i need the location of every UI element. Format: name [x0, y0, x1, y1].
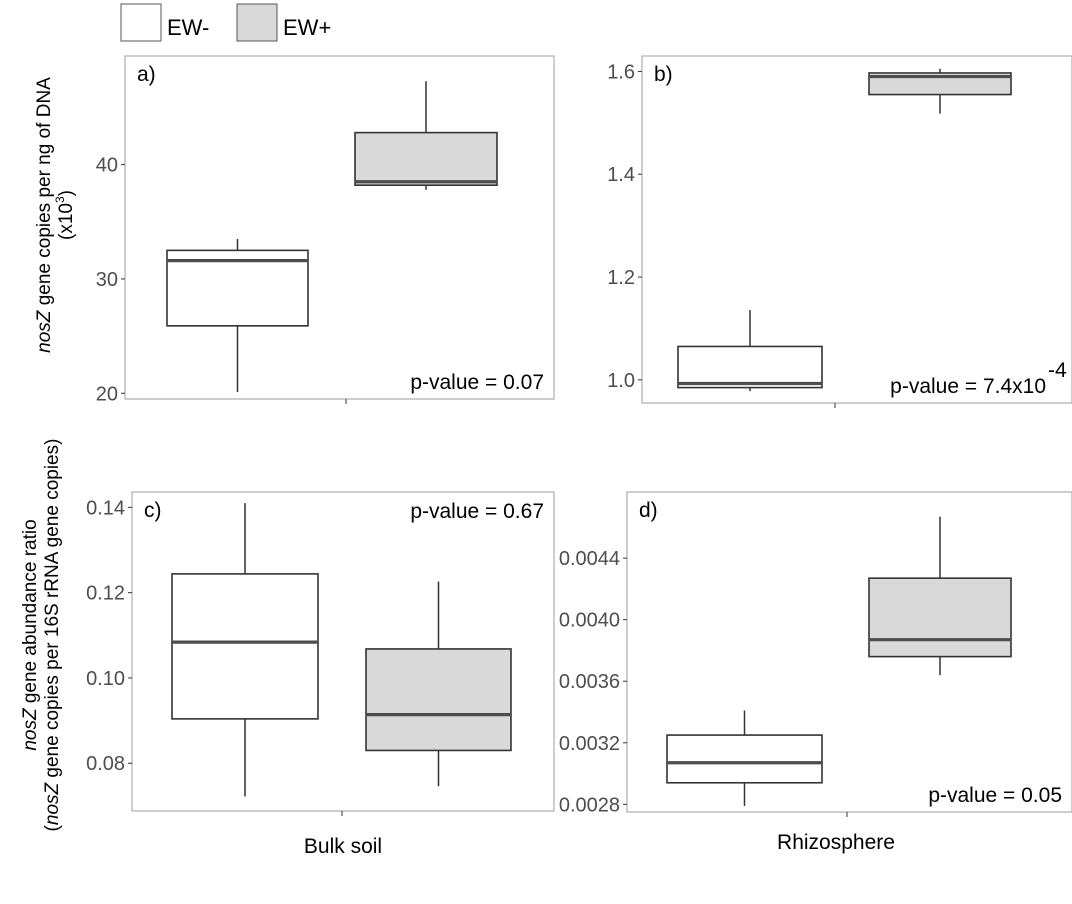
y-title-bottom-rest: gene abundance ratio	[20, 519, 41, 708]
panel-label: c)	[144, 499, 162, 522]
box-body	[354, 131, 498, 186]
y-title-top-italic: nosZ	[34, 309, 55, 353]
y-tick-label: 0.10	[86, 668, 125, 690]
panel-b: 1.0 1.2 1.4 1.6 b) p-value = 7.4x10-4	[607, 55, 1072, 408]
y-tick-label: 20	[96, 383, 118, 405]
y-title-top-suffix: )	[56, 190, 77, 196]
y-tick-label: 1.0	[607, 370, 635, 392]
p-value-label: p-value = 0.67	[410, 500, 544, 523]
box-body	[365, 648, 512, 752]
y-tick-label: 0.0040	[559, 610, 620, 632]
y-title-bottom-rest2: gene copies per 16S rRNA gene copies)	[42, 439, 63, 783]
y-tick-label: 0.14	[86, 497, 125, 519]
y-tick-label: 0.0032	[559, 733, 620, 755]
box-ew-minus	[171, 503, 319, 797]
y-axis-title-top-line2: (x103)	[53, 190, 77, 240]
p-value-label: p-value = 0.07	[410, 371, 544, 394]
panel-a: 20 30 40 a) p-value = 0.07	[96, 55, 555, 405]
y-axis-title-top-line1: nosZ gene copies per ng of DNA	[34, 77, 55, 353]
box-ew-minus	[677, 309, 823, 392]
box-ew-plus	[365, 581, 512, 787]
box-body	[677, 345, 823, 389]
legend-label-ew-minus: EW-	[167, 15, 209, 40]
y-axis-title-bottom: nosZ gene abundance ratio (nosZ gene cop…	[20, 439, 63, 832]
y-tick-label: 0.0036	[559, 671, 620, 693]
p-value-label: p-value = 0.05	[928, 784, 1062, 807]
box-body	[171, 573, 319, 720]
y-title-bottom-open: (	[42, 824, 63, 831]
y-tick-label: 1.4	[607, 164, 635, 186]
box-ew-plus	[868, 68, 1012, 114]
box-body	[868, 577, 1012, 658]
legend-swatch-ew-plus	[236, 3, 278, 42]
y-axis-title-top: nosZ gene copies per ng of DNA (x103)	[34, 77, 77, 353]
panel-label: a)	[137, 63, 156, 86]
y-tick-label: 0.0028	[559, 794, 620, 816]
legend-swatch-ew-minus	[120, 3, 162, 42]
y-axis-title-bottom-line2: (nosZ gene copies per 16S rRNA gene copi…	[42, 439, 63, 832]
y-tick-label: 1.2	[607, 267, 635, 289]
y-title-top-prefix: (x10	[56, 203, 77, 240]
y-axis-title-bottom-line1: nosZ gene abundance ratio	[20, 519, 41, 750]
y-tick-label: 0.08	[86, 753, 125, 775]
y-title-bottom-italic: nosZ	[20, 707, 41, 751]
y-tick-label: 0.12	[86, 583, 125, 605]
legend: EW- EW+	[120, 3, 331, 42]
x-category-bulk-soil: Bulk soil	[304, 835, 382, 858]
box-body	[666, 734, 823, 784]
y-tick-label: 1.6	[607, 61, 635, 83]
panel-label: b)	[654, 63, 673, 86]
panel-border	[124, 55, 555, 400]
box-ew-plus	[354, 81, 498, 190]
p-value-label: p-value = 7.4x10	[890, 375, 1046, 398]
panel-label: d)	[639, 499, 658, 522]
y-tick-label: 40	[96, 155, 118, 177]
x-category-rhizosphere: Rhizosphere	[777, 831, 895, 854]
panel-c: 0.08 0.10 0.12 0.14 c) p-value = 0.67	[86, 491, 555, 816]
y-tick-label: 0.0044	[559, 548, 620, 570]
box-body	[868, 72, 1012, 96]
y-tick-label: 30	[96, 269, 118, 291]
panel-border	[641, 55, 1072, 404]
box-ew-minus	[166, 238, 309, 393]
box-ew-plus	[868, 516, 1012, 676]
legend-label-ew-plus: EW+	[283, 15, 331, 40]
box-body	[166, 249, 309, 327]
y-title-top-sup: 3	[53, 196, 67, 203]
y-title-top-rest: gene copies per ng of DNA	[34, 77, 55, 311]
y-title-bottom-italic2: nosZ	[42, 781, 63, 825]
p-value-exponent: -4	[1048, 359, 1067, 382]
panels: 20 30 40 a) p-value = 0.07 1.0 1.2 1.4 1.6 b) p-va…	[86, 55, 1072, 817]
box-ew-minus	[666, 710, 823, 806]
panel-d: 0.0028 0.0032 0.0036 0.0040 0.0044 d) p-value …	[559, 491, 1072, 817]
